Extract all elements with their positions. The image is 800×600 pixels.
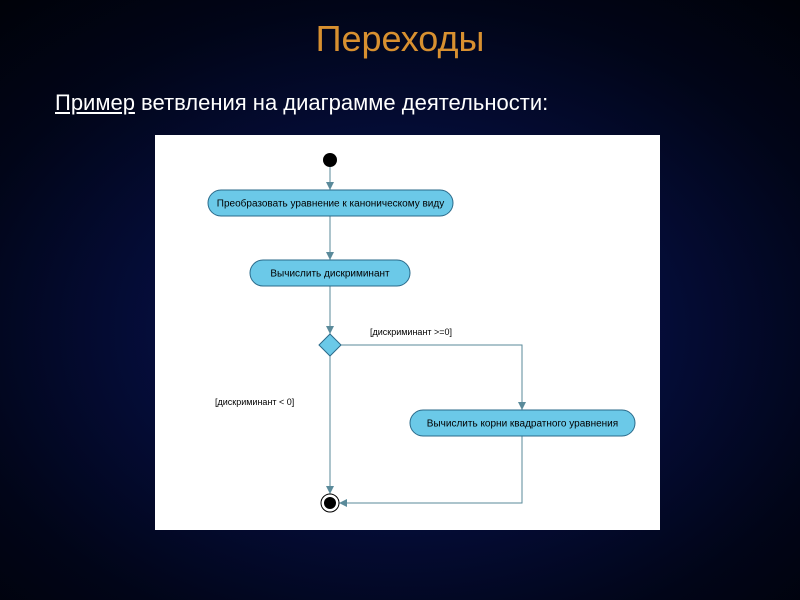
slide-subtitle: Пример ветвления на диаграмме деятельнос… (55, 90, 548, 116)
decision-node (319, 334, 341, 356)
activity-label: Вычислить корни квадратного уравнения (427, 419, 618, 430)
diagram-svg: Преобразовать уравнение к каноническому … (155, 135, 660, 530)
subtitle-rest: ветвления на диаграмме деятельности: (135, 90, 548, 115)
edge (341, 345, 522, 410)
condition-label: [дискриминант >=0] (370, 327, 452, 337)
final-node-dot (324, 497, 336, 509)
activity-diagram: Преобразовать уравнение к каноническому … (155, 135, 660, 530)
activity-label: Преобразовать уравнение к каноническому … (217, 198, 444, 210)
condition-label: [дискриминант < 0] (215, 397, 294, 407)
edge (339, 436, 522, 503)
slide-title: Переходы (0, 0, 800, 60)
subtitle-underlined: Пример (55, 90, 135, 115)
slide-title-text: Переходы (316, 18, 485, 59)
initial-node (323, 153, 337, 167)
edges-group (326, 167, 526, 507)
activity-label: Вычислить дискриминант (270, 269, 390, 280)
